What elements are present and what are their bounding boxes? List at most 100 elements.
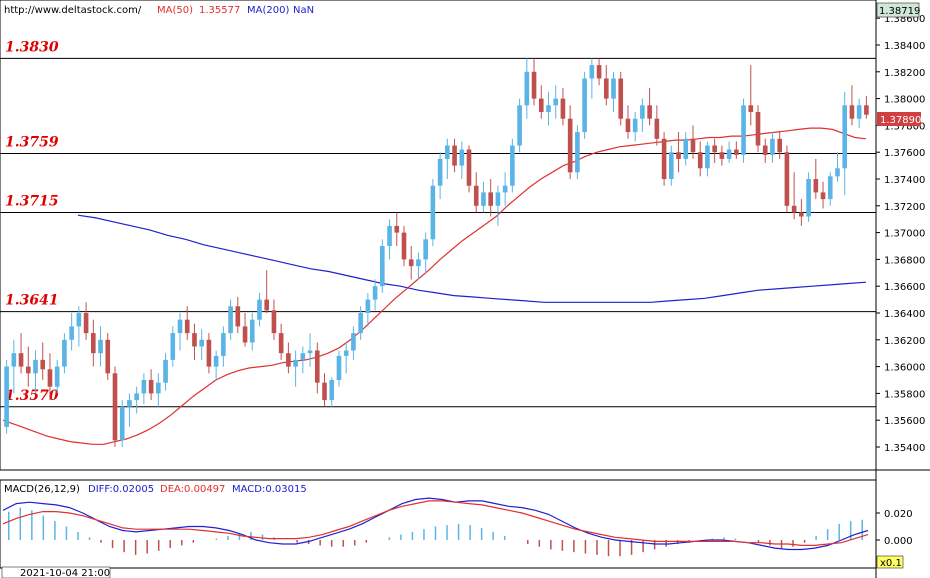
candle-body [589,65,595,79]
candle-98 [712,138,717,163]
candle-body [495,192,501,206]
candle-body [156,382,161,394]
candle-body [351,333,356,351]
price-tick-label-6: 1.37400 [884,175,925,186]
candle-body [257,299,262,320]
candle-body [459,149,465,166]
zoom-level[interactable]: x0.1 [880,558,902,569]
candle-body [567,118,573,173]
macd-hist: MACD:0.03015 [232,484,307,495]
candle-body [40,359,46,370]
ma200-line [77,214,867,303]
candle-62 [452,138,457,173]
candle-107 [777,132,782,159]
candle-body [452,145,457,166]
candle-body [705,145,710,169]
candle-body [242,326,248,343]
candle-55 [401,225,407,267]
price-tick-label-0: 1.38600 [884,14,925,25]
candle-body [546,105,551,112]
current-price-tag: 1.37890 [880,115,921,126]
candle-body [119,406,125,441]
price-tick-label-2: 1.38200 [884,68,925,79]
candle-body [864,105,869,115]
candle-47 [343,342,349,374]
candle-5 [40,342,46,380]
candle-12 [91,319,96,367]
candle-body [278,333,284,354]
candle-8 [62,333,67,374]
candle-59 [430,179,436,246]
top-value-tag: 1.38719 [879,6,920,17]
candle-body [293,359,298,367]
candle-body [683,138,689,159]
candle-21 [156,373,161,407]
candle-body [437,158,443,186]
candle-body [141,380,147,394]
candle-body [625,118,631,133]
candle-body [755,112,761,146]
candle-body [105,339,111,374]
candle-111 [806,172,811,222]
macd-dea: DEA:0.00497 [160,484,225,495]
candle-88 [640,98,645,133]
candle-body [603,78,609,99]
candle-body [697,152,703,169]
candle-body [54,366,60,387]
candle-body [517,105,522,146]
candle-7 [54,359,60,394]
candle-body [163,359,168,383]
candle-body [423,239,428,260]
candle-body [762,145,768,155]
candle-body [524,71,530,106]
candle-119 [864,95,869,119]
candle-body [445,145,450,159]
candle-58 [423,232,428,273]
candle-57 [416,252,421,280]
ma200-label: MA(200) [247,5,289,16]
candle-77 [560,87,566,126]
price-tick-label-14: 1.35800 [884,389,925,400]
candle-22 [163,353,168,391]
candle-108 [784,145,790,213]
horizontal-levels: 1.3830 1.3759 1.3715 1.3641 1.3570 [0,39,876,408]
candle-body [91,333,96,354]
candle-body [676,152,681,159]
candle-45 [329,377,335,407]
price-tick-label-13: 1.36000 [884,363,925,374]
candle-101 [734,141,739,159]
candle-body [199,339,204,347]
candle-35 [257,292,262,327]
candle-body [618,78,624,119]
candle-body [286,353,291,367]
macd-tick-label-1: 0.000 [884,536,913,547]
macd-tick-label-0: 0.020 [884,509,913,520]
candle-113 [820,181,826,209]
candle-body [488,192,493,206]
candle-60 [437,152,443,200]
site-url[interactable]: http://www.deltastock.com/ [4,5,142,16]
candle-body [18,353,24,367]
candle-body [466,149,472,186]
candle-body [264,299,270,311]
candle-102 [741,98,746,163]
candle-97 [705,141,710,177]
candle-body [235,306,241,327]
price-tick-label-5: 1.37600 [884,148,925,159]
level-label-4: 1.3570 [5,388,59,404]
candle-10 [76,306,82,347]
candle-body [596,65,602,79]
zoom-box[interactable] [876,555,904,569]
candle-body [134,393,139,401]
candle-0 [4,359,9,434]
candle-86 [625,105,631,139]
candle-56 [408,246,414,280]
candle-80 [582,71,587,139]
candle-100 [726,141,732,163]
candle-body [661,138,667,179]
candle-body [560,98,566,119]
candle-body [719,152,725,159]
candle-25 [184,306,190,340]
footer-date: 2021-10-04 21:00 [20,568,110,578]
candle-3 [25,346,31,387]
